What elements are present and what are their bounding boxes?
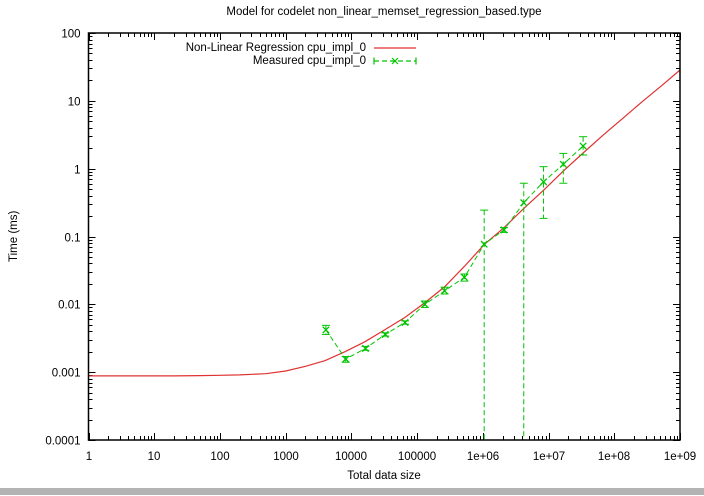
y-tick-label: 100 bbox=[61, 29, 80, 41]
point-marker bbox=[322, 326, 330, 334]
point-marker bbox=[579, 142, 587, 150]
legend-row-regression: Non-Linear Regression cpu_impl_0 bbox=[120, 41, 418, 54]
point-marker bbox=[342, 355, 350, 363]
point-marker bbox=[559, 160, 567, 168]
y-axis-ticks: 100 10 1 0.1 0.01 0.001 0.0001 bbox=[45, 29, 680, 448]
x-tick-label: 1 bbox=[86, 451, 92, 463]
y-tick-label: 1 bbox=[74, 165, 80, 177]
x-tick-label: 100000 bbox=[398, 451, 436, 463]
x-tick-label: 1e+07 bbox=[533, 451, 565, 463]
point-marker bbox=[539, 178, 548, 186]
y-tick-label: 0.01 bbox=[58, 300, 80, 312]
error-bar bbox=[519, 182, 528, 440]
legend-label-regression: Non-Linear Regression cpu_impl_0 bbox=[185, 41, 366, 54]
x-tick-label: 100 bbox=[210, 451, 229, 463]
y-tick-label: 10 bbox=[68, 97, 81, 109]
legend-row-measured: Measured cpu_impl_0 bbox=[120, 54, 418, 67]
x-axis-ticks: 1 10 100 1000 10000 100000 1e+06 1e+07 1e+08 1e+0… bbox=[86, 33, 696, 463]
chart-title: Model for codelet non_linear_memset_regr… bbox=[226, 6, 542, 18]
y-tick-label: 0.001 bbox=[52, 368, 81, 380]
plot-border bbox=[87, 32, 681, 441]
point-marker bbox=[440, 287, 449, 295]
error-bar bbox=[480, 209, 489, 440]
x-tick-label: 1000 bbox=[273, 451, 299, 463]
x-tick-label: 10000 bbox=[335, 451, 367, 463]
measured-line bbox=[325, 145, 584, 360]
legend-label-measured: Measured cpu_impl_0 bbox=[252, 54, 366, 67]
y-tick-label: 0.0001 bbox=[45, 436, 80, 448]
point-marker bbox=[381, 330, 389, 339]
x-tick-label: 10 bbox=[148, 451, 161, 463]
regression-curve bbox=[88, 69, 681, 377]
point-marker bbox=[421, 300, 429, 308]
point-marker bbox=[401, 318, 409, 327]
x-axis-title: Total data size bbox=[347, 470, 421, 482]
point-marker bbox=[480, 240, 488, 248]
error-bar bbox=[559, 152, 568, 184]
legend: Non-Linear Regression cpu_impl_0 Measure… bbox=[120, 41, 418, 67]
legend-sample-errorbar-icon bbox=[373, 57, 417, 64]
x-tick-label: 1e+06 bbox=[467, 451, 499, 463]
point-marker bbox=[520, 199, 528, 207]
point-marker bbox=[500, 226, 508, 234]
point-marker bbox=[460, 273, 469, 281]
x-tick-label: 1e+09 bbox=[664, 451, 696, 463]
y-tick-label: 0.1 bbox=[65, 233, 81, 245]
x-tick-label: 1e+08 bbox=[598, 451, 630, 463]
bottom-window-edge bbox=[0, 488, 704, 495]
legend-sample-line-icon bbox=[374, 46, 416, 49]
error-bar bbox=[539, 166, 548, 219]
point-marker bbox=[361, 344, 370, 353]
measured-series bbox=[321, 136, 588, 440]
